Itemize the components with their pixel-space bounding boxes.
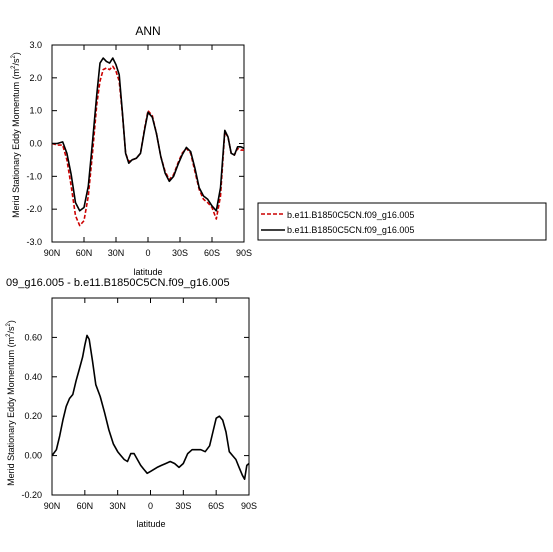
bottom-y-tick-label: 0.00: [24, 451, 42, 461]
legend-box: [257, 202, 547, 241]
top-chart-title: ANN: [135, 24, 160, 38]
bottom-y-axis-label: Merid Stationary Eddy Momentum (m2/s2): [6, 320, 16, 486]
bottom-x-axis-label: latitude: [136, 519, 165, 529]
top-y-tick-label: 1.0: [29, 106, 42, 116]
top-plot-frame: [51, 44, 245, 243]
legend-label-2: b.e11.B1850C5CN.f09_g16.005: [287, 225, 414, 235]
top-x-axis-label: latitude: [133, 267, 162, 277]
bottom-plot-frame: [51, 297, 250, 496]
top-x-tick-label: 0: [145, 248, 150, 258]
bottom-panel: 09_g16.005 - b.e11.B1850C5CN.f09_g16.005…: [6, 277, 257, 529]
bottom-x-tick-label: 90N: [44, 501, 61, 511]
legend: b.e11.B1850C5CN.f09_g16.005 b.e11.B1850C…: [257, 202, 547, 241]
top-y-tick-label: -1.0: [26, 171, 42, 181]
bottom-chart-title: 09_g16.005 - b.e11.B1850C5CN.f09_g16.005: [6, 277, 230, 289]
top-x-tick-label: 30S: [172, 248, 188, 258]
top-panel: ANN Merid Stationary Eddy Momentum (m2/s…: [11, 24, 252, 277]
bottom-series-line-1: [51, 334, 250, 481]
bottom-x-tick-label: 30S: [175, 501, 191, 511]
bottom-x-tick-label: 0: [148, 501, 153, 511]
top-y-tick-label: 3.0: [29, 40, 42, 50]
top-y-tick-label: -3.0: [26, 237, 42, 247]
top-series-line-2: [52, 57, 245, 212]
bottom-y-tick-label: 0.40: [24, 372, 42, 382]
top-x-tick-label: 90S: [236, 248, 252, 258]
legend-label-1: b.e11.B1850C5CN.f09_g16.005: [287, 210, 414, 220]
top-y-tick-label: 2.0: [29, 73, 42, 83]
top-x-tick-label: 60S: [204, 248, 220, 258]
bottom-y-tick-label: -0.20: [21, 490, 42, 500]
bottom-y-tick-label: 0.20: [24, 411, 42, 421]
bottom-x-tick-label: 60S: [208, 501, 224, 511]
top-y-tick-label: -2.0: [26, 204, 42, 214]
bottom-y-tick-label: 0.60: [24, 332, 42, 342]
top-x-tick-label: 30N: [108, 248, 125, 258]
bottom-x-tick-label: 30N: [109, 501, 126, 511]
top-x-tick-label: 90N: [44, 248, 61, 258]
top-series-line-1: [51, 65, 244, 227]
bottom-x-tick-label: 60N: [77, 501, 94, 511]
top-y-tick-label: 0.0: [29, 139, 42, 149]
top-y-axis-label: Merid Stationary Eddy Momentum (m2/s2): [11, 52, 21, 218]
top-x-tick-label: 60N: [76, 248, 93, 258]
bottom-x-tick-label: 90S: [241, 501, 257, 511]
